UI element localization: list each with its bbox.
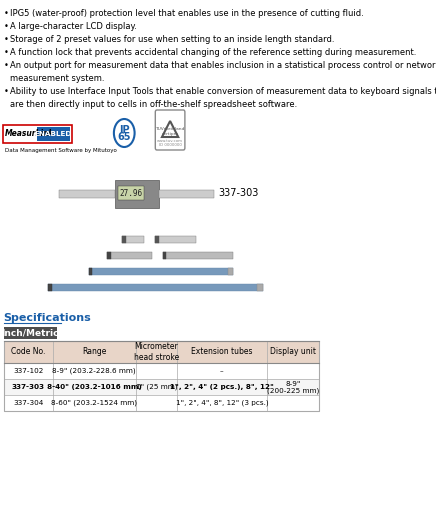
Text: Specifications: Specifications xyxy=(3,313,92,323)
Text: 8-40" (203.2-1016 mm): 8-40" (203.2-1016 mm) xyxy=(47,384,142,390)
Text: 337-303: 337-303 xyxy=(12,384,44,390)
Bar xyxy=(159,190,215,198)
Text: Range: Range xyxy=(82,348,106,357)
Text: 65: 65 xyxy=(117,132,131,142)
Text: 1", 2", 4" (2 pcs.), 8", 12": 1", 2", 4" (2 pcs.), 8", 12" xyxy=(170,384,274,390)
Text: •: • xyxy=(3,22,9,31)
FancyBboxPatch shape xyxy=(155,110,185,150)
Text: measurement system.: measurement system. xyxy=(10,74,104,83)
Text: •: • xyxy=(3,61,9,70)
Bar xyxy=(59,190,115,198)
Bar xyxy=(89,268,233,275)
Text: IPG5 (water-proof) protection level that enables use in the presence of cutting : IPG5 (water-proof) protection level that… xyxy=(10,9,363,18)
Text: ID 0000000: ID 0000000 xyxy=(159,143,181,147)
Bar xyxy=(118,186,144,200)
Text: An output port for measurement data that enables inclusion in a statistical proc: An output port for measurement data that… xyxy=(10,61,436,70)
Text: •: • xyxy=(3,35,9,44)
Text: 337-304: 337-304 xyxy=(13,400,43,406)
Text: 27.96: 27.96 xyxy=(119,188,143,198)
Text: are then directly input to cells in off-the-shelf spreadsheet software.: are then directly input to cells in off-… xyxy=(10,100,297,109)
Text: •: • xyxy=(3,9,9,18)
Bar xyxy=(228,268,233,275)
Text: 337-102: 337-102 xyxy=(13,368,43,374)
Bar xyxy=(115,180,159,208)
Text: 8-60" (203.2-1524 mm): 8-60" (203.2-1524 mm) xyxy=(51,400,137,406)
Bar xyxy=(3,341,319,363)
Text: (200-225 mm): (200-225 mm) xyxy=(267,388,319,394)
Text: www.tuv.com: www.tuv.com xyxy=(157,139,183,143)
Bar xyxy=(3,363,319,379)
Text: MeasurLink: MeasurLink xyxy=(5,130,54,139)
Text: A large-character LCD display.: A large-character LCD display. xyxy=(10,22,136,31)
Bar xyxy=(163,252,233,259)
Bar xyxy=(122,236,144,243)
Text: •: • xyxy=(3,48,9,57)
Bar xyxy=(163,252,167,259)
Bar xyxy=(107,252,111,259)
Bar xyxy=(3,125,72,143)
Text: 8-9": 8-9" xyxy=(285,381,300,387)
Text: Ability to use Interface Input Tools that enable conversion of measurement data : Ability to use Interface Input Tools tha… xyxy=(10,87,436,96)
Bar xyxy=(3,395,319,411)
Bar xyxy=(3,341,319,411)
Bar xyxy=(48,284,52,291)
Bar xyxy=(48,284,262,291)
Text: IP: IP xyxy=(119,125,129,135)
Text: Code No.: Code No. xyxy=(11,348,45,357)
Text: TUVrheinland: TUVrheinland xyxy=(155,127,185,131)
Text: Display unit: Display unit xyxy=(270,348,316,357)
Text: Data Management Software by Mitutoyo: Data Management Software by Mitutoyo xyxy=(5,148,117,153)
Bar xyxy=(3,327,57,339)
Bar xyxy=(257,284,262,291)
Text: certipro: certipro xyxy=(162,132,178,136)
Text: Inch/Metric: Inch/Metric xyxy=(2,329,59,337)
Bar xyxy=(3,379,319,395)
Text: Extension tubes: Extension tubes xyxy=(191,348,252,357)
Text: Storage of 2 preset values for use when setting to an inside length standard.: Storage of 2 preset values for use when … xyxy=(10,35,334,44)
Text: 1", 2", 4", 8", 12" (3 pcs.): 1", 2", 4", 8", 12" (3 pcs.) xyxy=(176,400,268,406)
Text: 8-9" (203.2-228.6 mm): 8-9" (203.2-228.6 mm) xyxy=(52,368,136,374)
Bar xyxy=(107,252,152,259)
Text: 1" (25 mm): 1" (25 mm) xyxy=(136,384,177,390)
Bar xyxy=(122,236,126,243)
Bar xyxy=(155,236,196,243)
Bar xyxy=(155,236,159,243)
Text: 337-303: 337-303 xyxy=(218,188,259,198)
Text: •: • xyxy=(3,87,9,96)
Text: –: – xyxy=(220,368,224,374)
Bar xyxy=(89,268,92,275)
Text: Micrometer
head stroke: Micrometer head stroke xyxy=(134,342,179,362)
Bar xyxy=(37,127,69,141)
Text: ENABLED: ENABLED xyxy=(34,131,72,137)
Text: A function lock that prevents accidental changing of the reference setting durin: A function lock that prevents accidental… xyxy=(10,48,416,57)
